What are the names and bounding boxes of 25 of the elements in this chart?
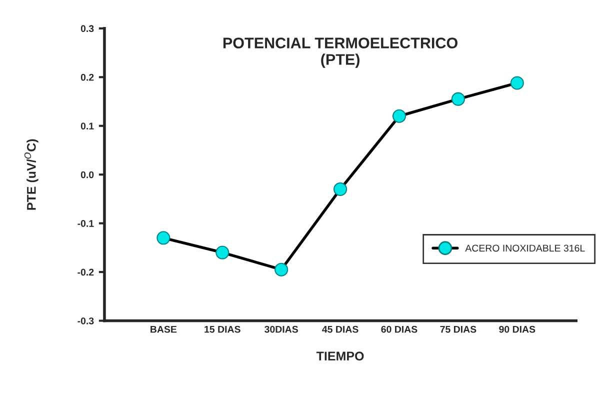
- y-axis-title: PTE (uV/$^{O}$C): [24, 139, 38, 210]
- y-tick-label: -0.2: [78, 268, 94, 276]
- x-tick-label: 30DIAS: [264, 326, 298, 333]
- x-tick-label: 75 DIAS: [440, 326, 476, 333]
- x-axis-title: TIEMPO: [316, 352, 364, 361]
- y-tick-label: 0.1: [80, 122, 94, 130]
- legend-label: ACERO INOXIDABLE 316L: [465, 244, 585, 252]
- point: [334, 182, 348, 196]
- point: [216, 246, 230, 260]
- x-tick-label: 60 DIAS: [381, 326, 418, 333]
- y-tick-label: 0.3: [80, 25, 94, 32]
- x-tick-label: 90 DIAS: [499, 326, 536, 333]
- x-tick-label: 15 DIAS: [204, 326, 240, 333]
- point: [451, 92, 465, 106]
- y-tick-label: 0.2: [80, 74, 94, 81]
- x-tick-label: BASE: [150, 326, 177, 333]
- y-tick-label: 0.0: [80, 171, 94, 178]
- text: POTENCIAL TERMOELECTRICO (PTE): [223, 38, 458, 68]
- y-tick-label: -0.3: [78, 317, 94, 324]
- point: [274, 262, 288, 276]
- point: [156, 231, 170, 245]
- x-tick-label: 45 DIAS: [322, 326, 358, 333]
- y-tick-label: -0.1: [78, 220, 94, 227]
- point: [392, 109, 406, 123]
- point: [510, 76, 524, 90]
